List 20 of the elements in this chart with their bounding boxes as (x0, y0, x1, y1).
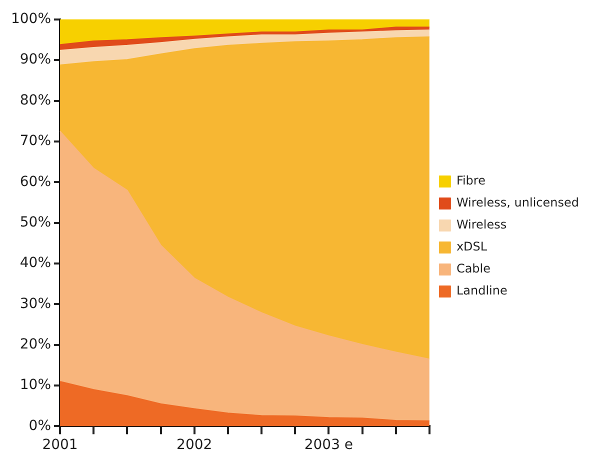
y-tick-label: 0% (28, 418, 52, 434)
y-tick-label: 20% (20, 336, 52, 352)
legend-label: Wireless, unlicensed (456, 196, 580, 210)
y-tick-label: 60% (20, 174, 52, 190)
y-tick-label: 100% (10, 11, 52, 28)
legend-label: Landline (456, 284, 508, 298)
legend-label: Fibre (456, 174, 486, 188)
y-tick-label: 10% (20, 377, 52, 394)
legend-label: xDSL (456, 240, 488, 254)
y-tick-label: 90% (20, 52, 52, 68)
y-tick-label: 80% (20, 92, 52, 108)
y-tick-label: 70% (20, 133, 52, 150)
x-tick-label: 2002 (176, 437, 212, 454)
legend-label: Cable (456, 262, 491, 276)
y-tick-label: 50% (20, 214, 52, 230)
y-tick-label: 40% (20, 255, 52, 272)
legend-label: Wireless (456, 218, 507, 232)
x-tick-label: 2001 (42, 437, 78, 454)
y-tick-label: 30% (20, 296, 52, 312)
x-tick-label: 2003 e (304, 437, 354, 454)
